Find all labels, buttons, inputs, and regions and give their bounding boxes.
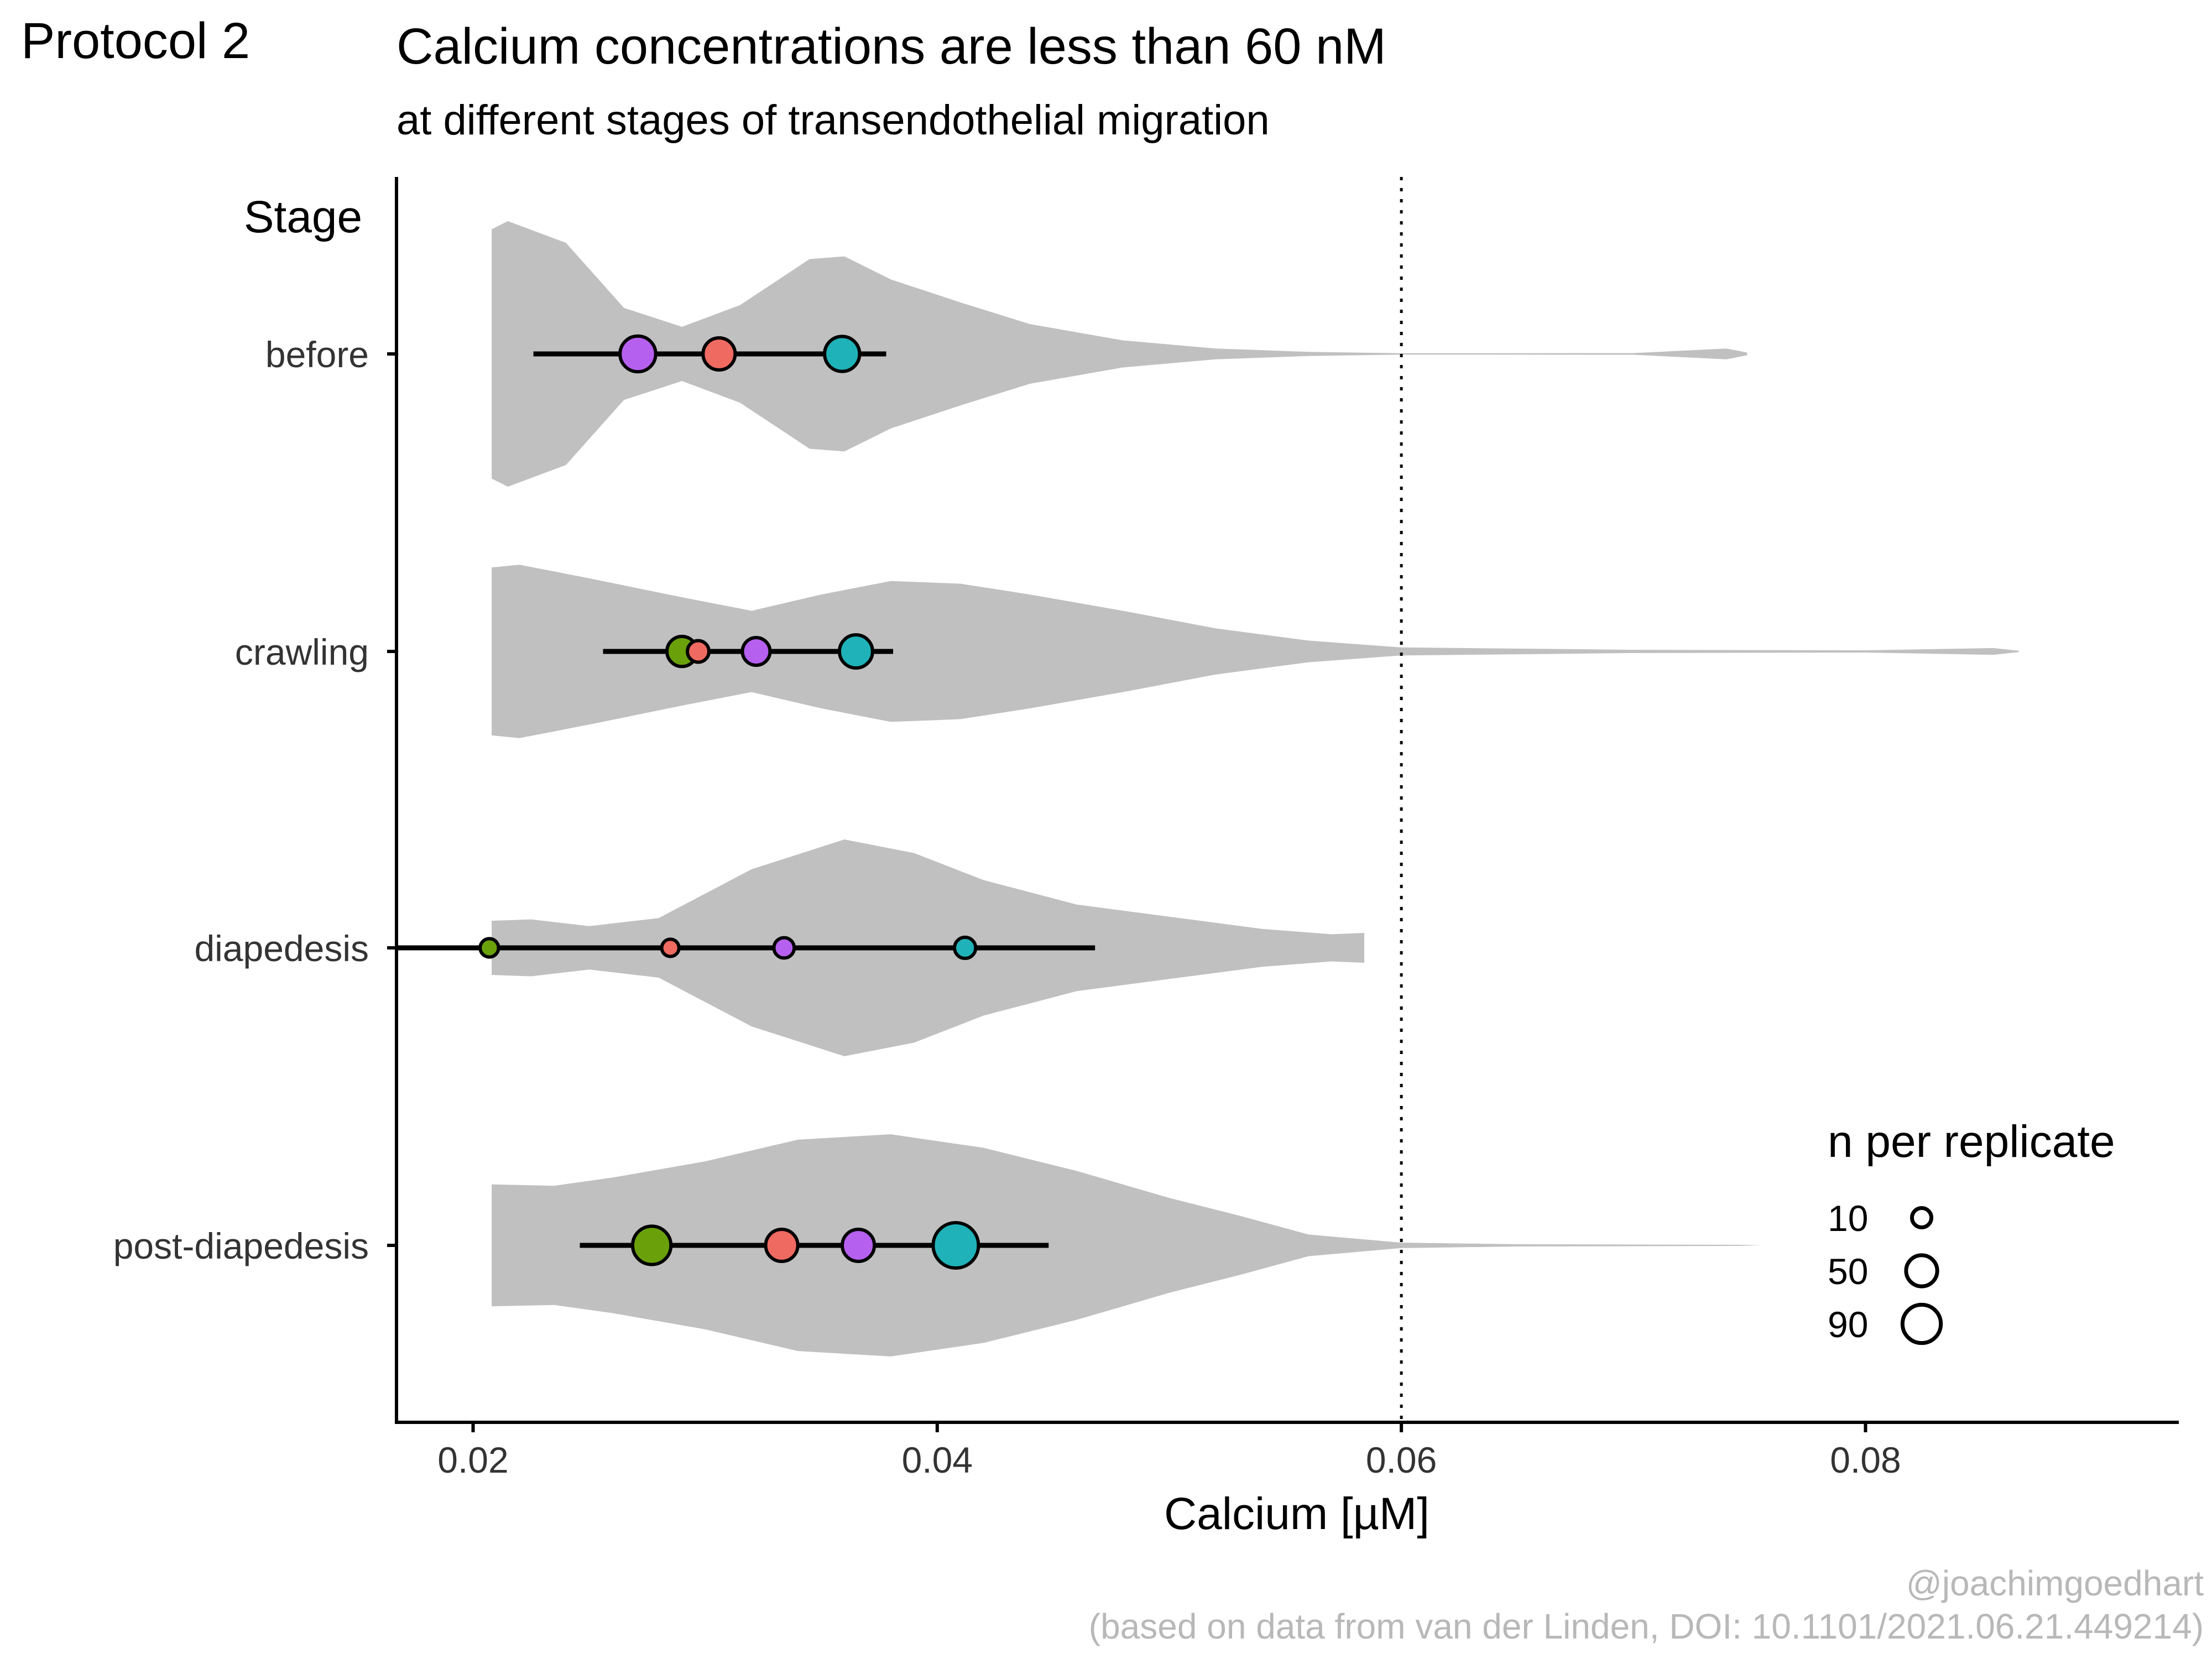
legend-key-90 xyxy=(1900,1302,1943,1345)
y-tick-label-post-diapedesis: post-diapedesis xyxy=(113,1225,369,1266)
replicate-point-post-diapedesis-green xyxy=(630,1224,673,1266)
y-axis-ticks: before crawling diapedesis post-diapedesis xyxy=(113,334,397,1266)
legend-title: n per replicate xyxy=(1828,1117,2115,1167)
y-tick-label-before: before xyxy=(265,334,369,375)
chart-subtitle: at different stages of transendothelial … xyxy=(397,97,1270,144)
replicate-point-crawling-teal xyxy=(837,633,874,670)
legend-label-90: 90 xyxy=(1828,1304,1868,1345)
x-axis-title: Calcium [µM] xyxy=(1164,1489,1430,1539)
violin-post-diapedesis xyxy=(492,1134,1761,1357)
replicate-point-diapedesis-teal xyxy=(953,935,978,961)
replicate-point-diapedesis-purple xyxy=(772,936,796,960)
replicate-point-diapedesis-red xyxy=(660,937,681,958)
replicate-points-layer xyxy=(478,334,980,1270)
replicate-point-diapedesis-green xyxy=(478,937,500,959)
size-legend: n per replicate 10 50 90 xyxy=(1828,1117,2115,1345)
caption-handle: @joachimgoedhart xyxy=(1906,1563,2204,1603)
violin-crawling xyxy=(492,565,2019,738)
legend-key-50 xyxy=(1904,1253,1939,1288)
replicate-point-post-diapedesis-teal xyxy=(931,1221,980,1270)
error-bars-layer xyxy=(397,351,1095,1248)
replicate-point-post-diapedesis-purple xyxy=(841,1227,877,1264)
y-axis-title: Stage xyxy=(244,192,362,242)
replicate-point-before-purple xyxy=(618,334,658,374)
legend-key-10 xyxy=(1910,1206,1934,1230)
x-tick-label-0.02: 0.02 xyxy=(437,1439,508,1480)
y-tick-label-diapedesis: diapedesis xyxy=(194,928,369,969)
x-tick-label-0.08: 0.08 xyxy=(1830,1439,1901,1480)
replicate-point-before-teal xyxy=(823,335,862,373)
chart-title: Calcium concentrations are less than 60 … xyxy=(397,18,1386,75)
replicate-point-post-diapedesis-red xyxy=(764,1227,800,1264)
violin-before xyxy=(492,221,1747,487)
protocol-label: Protocol 2 xyxy=(21,13,250,69)
replicate-point-before-red xyxy=(701,336,737,372)
x-tick-label-0.06: 0.06 xyxy=(1366,1439,1437,1480)
x-axis-ticks: 0.02 0.04 0.06 0.08 xyxy=(437,1422,1901,1480)
y-tick-label-crawling: crawling xyxy=(235,632,369,672)
legend-label-50: 50 xyxy=(1828,1251,1868,1292)
violins-layer xyxy=(492,221,2019,1357)
caption-source: (based on data from van der Linden, DOI:… xyxy=(1089,1606,2204,1646)
legend-label-10: 10 xyxy=(1828,1198,1868,1239)
x-tick-label-0.04: 0.04 xyxy=(902,1439,973,1480)
replicate-point-crawling-purple xyxy=(740,636,772,667)
replicate-point-crawling-red xyxy=(686,639,711,664)
